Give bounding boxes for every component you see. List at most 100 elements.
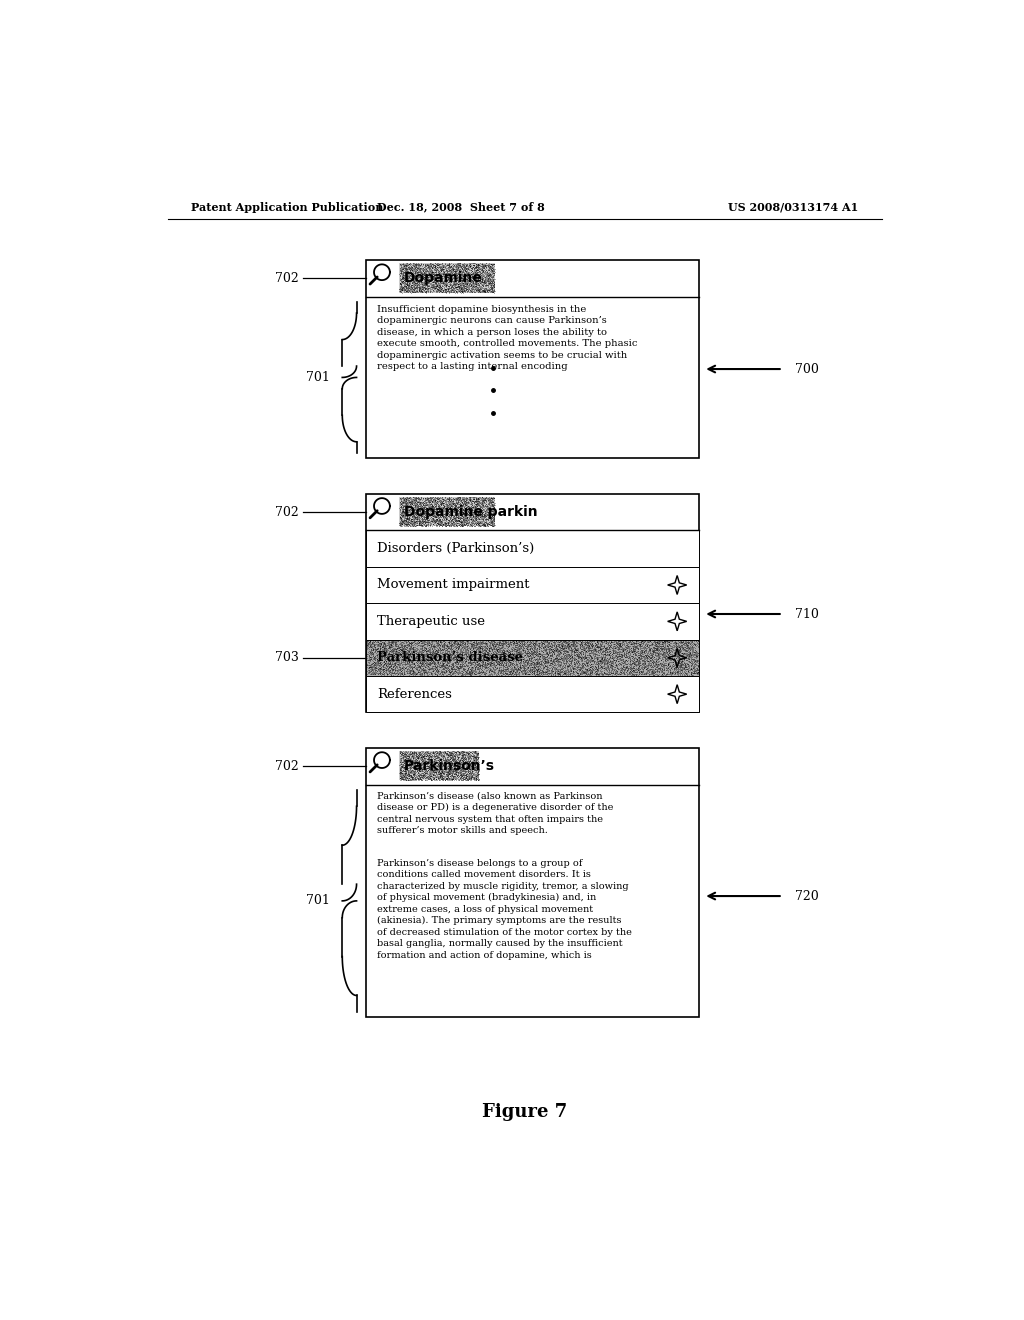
- Point: [445, 742, 462, 763]
- Point: [493, 649, 509, 671]
- Point: [650, 643, 667, 664]
- Point: [653, 659, 670, 680]
- Point: [386, 653, 402, 675]
- Point: [413, 651, 429, 672]
- Point: [516, 632, 532, 653]
- Point: [573, 631, 590, 652]
- Point: [660, 664, 677, 685]
- Point: [515, 639, 531, 660]
- Point: [685, 661, 701, 682]
- Point: [475, 255, 492, 276]
- Point: [398, 492, 415, 513]
- Point: [404, 743, 421, 764]
- Point: [520, 631, 537, 652]
- Point: [482, 281, 499, 302]
- Point: [466, 742, 482, 763]
- Point: [680, 649, 696, 671]
- Point: [400, 280, 417, 301]
- Point: [437, 759, 454, 780]
- Point: [398, 513, 415, 535]
- Point: [475, 510, 492, 531]
- Point: [450, 636, 466, 657]
- Point: [483, 280, 500, 301]
- Point: [662, 631, 678, 652]
- Point: [402, 492, 419, 513]
- Point: [457, 261, 473, 282]
- Point: [634, 642, 650, 663]
- Point: [383, 636, 399, 657]
- Point: [440, 277, 457, 298]
- Point: [411, 644, 427, 665]
- Point: [484, 487, 501, 508]
- Point: [510, 638, 526, 659]
- Point: [464, 257, 480, 279]
- Point: [465, 747, 481, 768]
- Point: [424, 511, 440, 532]
- Point: [388, 649, 404, 671]
- Point: [416, 744, 432, 766]
- Point: [508, 661, 524, 682]
- Point: [406, 768, 422, 789]
- Point: [438, 653, 455, 675]
- Point: [417, 754, 433, 775]
- Point: [460, 746, 476, 767]
- Point: [583, 634, 599, 655]
- Point: [439, 635, 456, 656]
- Point: [452, 742, 468, 763]
- Point: [377, 636, 393, 657]
- Point: [468, 276, 484, 297]
- Point: [397, 751, 414, 772]
- Point: [557, 643, 573, 664]
- Point: [497, 642, 513, 663]
- Point: [404, 255, 421, 276]
- Point: [440, 280, 457, 301]
- Point: [438, 255, 455, 276]
- Point: [379, 649, 395, 671]
- Point: [450, 640, 466, 661]
- Point: [447, 750, 464, 771]
- Point: [430, 500, 446, 521]
- Point: [632, 652, 648, 673]
- Point: [402, 758, 419, 779]
- Point: [484, 632, 501, 653]
- Point: [493, 644, 509, 665]
- Point: [616, 657, 633, 678]
- Point: [444, 664, 461, 685]
- Point: [440, 267, 457, 288]
- Point: [535, 663, 551, 684]
- Point: [478, 495, 495, 516]
- Point: [392, 756, 409, 777]
- Point: [634, 635, 650, 656]
- Point: [460, 742, 476, 763]
- Point: [427, 277, 443, 298]
- Point: [648, 636, 665, 657]
- Point: [551, 661, 567, 682]
- Point: [572, 653, 589, 675]
- Point: [462, 741, 478, 762]
- Point: [555, 634, 571, 655]
- Point: [470, 487, 486, 508]
- Point: [511, 635, 527, 656]
- Point: [477, 495, 494, 516]
- Point: [394, 763, 411, 784]
- Point: [401, 264, 418, 285]
- Point: [546, 657, 562, 678]
- Point: [417, 488, 433, 510]
- Point: [689, 657, 706, 678]
- Point: [437, 752, 454, 774]
- Point: [438, 652, 455, 673]
- Point: [444, 275, 461, 296]
- Point: [511, 639, 527, 660]
- Point: [666, 659, 682, 680]
- Point: [415, 653, 431, 675]
- Point: [414, 499, 430, 520]
- Point: [473, 511, 489, 532]
- Point: [408, 276, 424, 297]
- Point: [644, 663, 660, 684]
- Point: [671, 651, 687, 672]
- Point: [495, 635, 511, 656]
- Point: [433, 500, 450, 521]
- Point: [439, 504, 456, 525]
- Point: [501, 664, 517, 685]
- Point: [452, 261, 468, 282]
